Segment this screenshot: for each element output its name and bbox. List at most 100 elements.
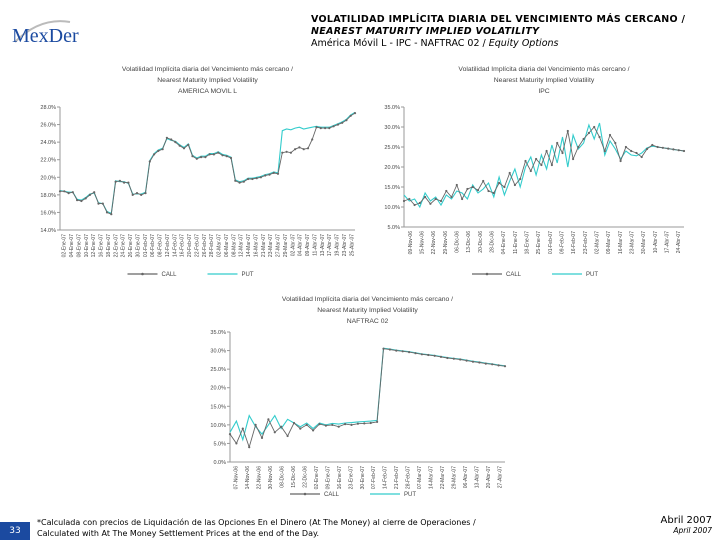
call-point <box>212 153 215 156</box>
call-point <box>251 177 254 181</box>
call-point <box>255 177 258 180</box>
call-point <box>408 197 411 201</box>
y-tick-label: 28.0% <box>40 105 56 111</box>
x-tick-label: 16-Feb-07 <box>571 231 577 254</box>
call-point <box>315 126 318 129</box>
call-point <box>630 149 633 153</box>
x-tick-label: 09-Feb-07 <box>560 231 566 254</box>
call-point <box>434 197 437 201</box>
x-tick-label: 09-Ene-07 <box>325 466 331 490</box>
x-tick-label: 21-Feb-07 <box>394 466 400 489</box>
call-point <box>452 357 455 360</box>
x-tick-label: 27-Mar-07 <box>276 234 282 257</box>
x-tick-label: 13-Abr-07 <box>320 234 326 256</box>
chart-title-line: Volatilidad Implícita diaria del Vencimi… <box>282 296 453 303</box>
call-point <box>476 189 480 192</box>
call-point <box>170 138 173 141</box>
call-point <box>93 191 96 194</box>
y-tick-label: 22.0% <box>40 158 56 164</box>
call-point <box>153 153 156 156</box>
call-point <box>420 353 423 356</box>
call-point <box>259 176 262 179</box>
x-tick-label: 30-Ene-07 <box>135 234 141 258</box>
x-tick-label: 08-Feb-07 <box>158 234 164 257</box>
y-tick-label: 20.0% <box>384 165 400 171</box>
chart-title-line: Nearest Maturity Implied Volatility <box>157 77 258 84</box>
call-point <box>200 156 203 159</box>
call-point <box>603 149 606 153</box>
call-point <box>80 199 83 203</box>
header-subtitle: América Móvil L - IPC - NAFTRAC 02 / Equ… <box>311 38 716 49</box>
y-tick-label: 5.0% <box>387 225 400 231</box>
call-point <box>118 179 121 182</box>
call-point <box>217 151 220 154</box>
call-point <box>254 423 257 426</box>
call-point <box>76 199 79 202</box>
call-point <box>204 156 207 159</box>
chart-ipc: Volatilidad Implícita diaria del Vencimi… <box>384 66 686 278</box>
x-tick-label: 18-Ene-07 <box>106 234 112 258</box>
y-tick-label: 14.0% <box>40 228 56 234</box>
call-point <box>418 201 421 205</box>
call-point <box>561 151 564 155</box>
x-tick-label: 22-Nov-06 <box>431 231 437 255</box>
call-point <box>455 183 458 187</box>
legend-label-call: CALL <box>324 492 340 498</box>
call-point <box>140 193 143 196</box>
call-point <box>566 129 569 133</box>
x-tick-label: 20-Dic-06 <box>478 231 484 253</box>
y-tick-label: 18.0% <box>40 193 56 199</box>
call-point <box>429 202 432 205</box>
call-point <box>414 352 417 355</box>
x-tick-label: 26-Feb-07 <box>202 234 208 257</box>
y-tick-label: 5.0% <box>213 441 226 447</box>
x-tick-label: 07-Feb-07 <box>371 466 377 489</box>
date-block: Abril 2007 April 2007 <box>661 515 712 535</box>
y-tick-label: 24.0% <box>40 140 56 146</box>
call-point <box>276 172 280 175</box>
call-point <box>356 422 359 425</box>
x-tick-label: 30-Mar-07 <box>641 231 647 254</box>
call-point <box>286 434 289 438</box>
call-point <box>471 360 475 363</box>
x-tick-label: 02-Abr-07 <box>290 234 296 256</box>
call-point <box>318 423 321 426</box>
call-point <box>682 149 686 153</box>
call-point <box>424 195 427 199</box>
call-point <box>234 179 237 182</box>
x-tick-label: 22-Ene-07 <box>113 234 119 258</box>
call-point <box>123 181 126 184</box>
header-subtitle-italic: Equity Options <box>488 38 559 49</box>
call-point <box>299 427 302 430</box>
x-tick-label: 15-Nov-06 <box>420 231 426 255</box>
x-tick-label: 16-Mar-07 <box>618 231 624 254</box>
call-point <box>247 177 250 181</box>
legend-marker-call <box>303 492 307 496</box>
call-point <box>242 180 245 183</box>
x-tick-label: 07-Mar-07 <box>417 466 423 489</box>
legend-label-call: CALL <box>162 272 178 278</box>
call-point <box>127 181 130 184</box>
call-point <box>369 421 372 425</box>
x-tick-label: 20-Abr-07 <box>486 466 492 488</box>
series-line-call <box>229 348 506 449</box>
call-point <box>97 202 100 205</box>
call-point <box>58 190 62 193</box>
call-point <box>144 192 147 195</box>
call-point <box>550 163 553 167</box>
call-point <box>363 422 366 425</box>
call-point <box>148 160 151 163</box>
call-point <box>484 362 487 365</box>
call-point <box>497 364 500 367</box>
x-tick-label: 14-Mar-07 <box>246 234 252 257</box>
x-tick-label: 23-Mar-07 <box>630 231 636 254</box>
y-tick-label: 35.0% <box>210 330 226 336</box>
call-point <box>332 125 335 128</box>
call-point <box>535 157 538 161</box>
date-es: Abril 2007 <box>660 515 712 526</box>
x-tick-label: 12-Ene-07 <box>91 234 97 258</box>
x-tick-label: 06-Feb-07 <box>150 234 156 257</box>
x-tick-label: 22-Feb-07 <box>194 234 200 257</box>
legend-label-put: PUT <box>586 272 598 278</box>
series-line-put <box>59 111 356 215</box>
